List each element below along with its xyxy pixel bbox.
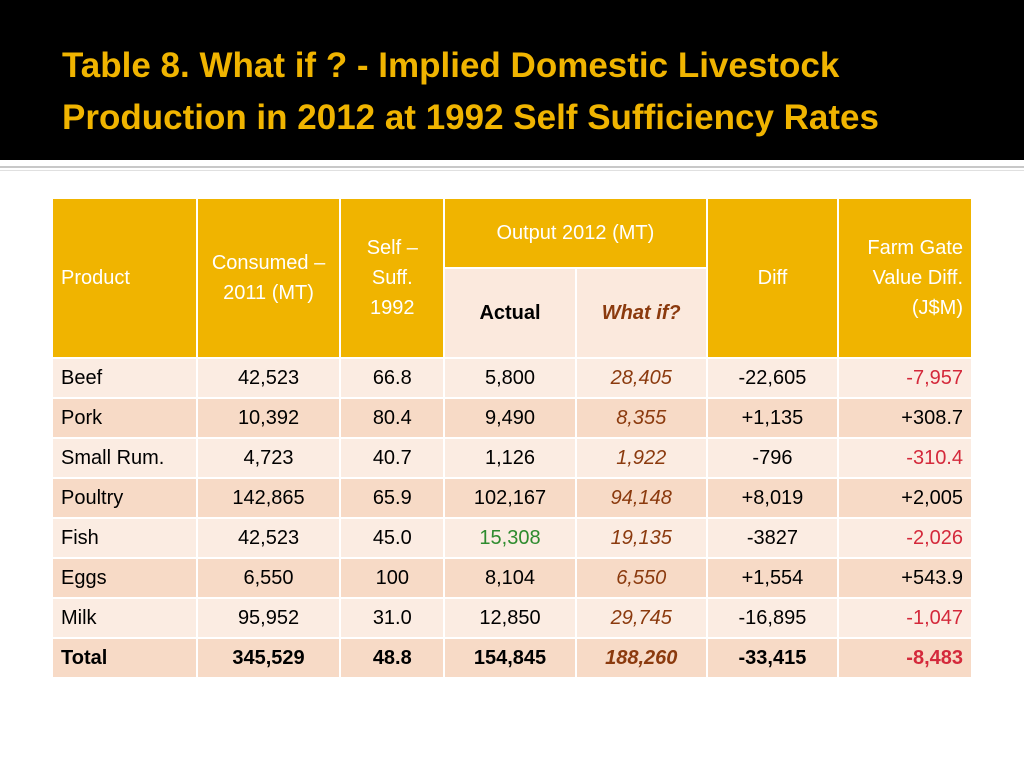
cell-consumed: 345,529 xyxy=(195,637,342,679)
livestock-table: Product Consumed – 2011 (MT) Self – Suff… xyxy=(51,197,973,679)
cell-self-suff: 45.0 xyxy=(339,517,446,559)
cell-diff: -3827 xyxy=(705,517,840,559)
cell-diff: -22,605 xyxy=(705,357,840,399)
cell-farm-gate: +308.7 xyxy=(837,397,973,439)
cell-product: Poultry xyxy=(51,477,198,519)
cell-product: Pork xyxy=(51,397,198,439)
title-bar: Table 8. What if ? - Implied Domestic Li… xyxy=(0,0,1024,160)
cell-diff: -33,415 xyxy=(705,637,840,679)
cell-whatif: 6,550 xyxy=(574,557,708,599)
cell-product: Milk xyxy=(51,597,198,639)
cell-whatif: 188,260 xyxy=(574,637,708,679)
header-consumed: Consumed – 2011 (MT) xyxy=(195,197,342,359)
header-actual: Actual xyxy=(443,267,577,359)
cell-farm-gate: -310.4 xyxy=(837,437,973,479)
cell-product: Small Rum. xyxy=(51,437,198,479)
cell-farm-gate: +2,005 xyxy=(837,477,973,519)
cell-diff: -796 xyxy=(705,437,840,479)
table-row: Poultry 142,865 65.9 102,167 94,148 +8,0… xyxy=(51,477,973,519)
cell-actual: 5,800 xyxy=(443,357,577,399)
cell-self-suff: 48.8 xyxy=(339,637,446,679)
header-farm-gate: Farm Gate Value Diff. (J$M) xyxy=(837,197,973,359)
cell-self-suff: 65.9 xyxy=(339,477,446,519)
cell-farm-gate: +543.9 xyxy=(837,557,973,599)
cell-self-suff: 100 xyxy=(339,557,446,599)
table-row: Fish 42,523 45.0 15,308 19,135 -3827 -2,… xyxy=(51,517,973,559)
table-row: Eggs 6,550 100 8,104 6,550 +1,554 +543.9 xyxy=(51,557,973,599)
cell-actual: 102,167 xyxy=(443,477,577,519)
cell-farm-gate: -8,483 xyxy=(837,637,973,679)
table-row: Pork 10,392 80.4 9,490 8,355 +1,135 +308… xyxy=(51,397,973,439)
cell-whatif: 94,148 xyxy=(574,477,708,519)
cell-consumed: 4,723 xyxy=(195,437,342,479)
cell-consumed: 142,865 xyxy=(195,477,342,519)
cell-consumed: 42,523 xyxy=(195,517,342,559)
cell-actual: 1,126 xyxy=(443,437,577,479)
table-row: Beef 42,523 66.8 5,800 28,405 -22,605 -7… xyxy=(51,357,973,399)
cell-farm-gate: -2,026 xyxy=(837,517,973,559)
cell-consumed: 10,392 xyxy=(195,397,342,439)
table-row: Small Rum. 4,723 40.7 1,126 1,922 -796 -… xyxy=(51,437,973,479)
header-self-suff: Self – Suff. 1992 xyxy=(339,197,446,359)
cell-self-suff: 40.7 xyxy=(339,437,446,479)
cell-farm-gate: -7,957 xyxy=(837,357,973,399)
cell-self-suff: 31.0 xyxy=(339,597,446,639)
cell-whatif: 28,405 xyxy=(574,357,708,399)
table-row-total: Total 345,529 48.8 154,845 188,260 -33,4… xyxy=(51,637,973,679)
cell-farm-gate: -1,047 xyxy=(837,597,973,639)
cell-whatif: 29,745 xyxy=(574,597,708,639)
cell-product: Beef xyxy=(51,357,198,399)
cell-consumed: 6,550 xyxy=(195,557,342,599)
cell-actual: 8,104 xyxy=(443,557,577,599)
cell-actual: 154,845 xyxy=(443,637,577,679)
cell-diff: +1,554 xyxy=(705,557,840,599)
cell-actual: 9,490 xyxy=(443,397,577,439)
cell-self-suff: 80.4 xyxy=(339,397,446,439)
slide-title: Table 8. What if ? - Implied Domestic Li… xyxy=(62,46,879,137)
divider-line-thin xyxy=(0,170,1024,171)
cell-consumed: 95,952 xyxy=(195,597,342,639)
header-diff: Diff xyxy=(705,197,840,359)
cell-product: Fish xyxy=(51,517,198,559)
table-row: Milk 95,952 31.0 12,850 29,745 -16,895 -… xyxy=(51,597,973,639)
cell-whatif: 19,135 xyxy=(574,517,708,559)
cell-whatif: 8,355 xyxy=(574,397,708,439)
header-whatif: What if? xyxy=(574,267,708,359)
cell-self-suff: 66.8 xyxy=(339,357,446,399)
cell-product: Eggs xyxy=(51,557,198,599)
header-output: Output 2012 (MT) xyxy=(443,197,708,269)
cell-actual: 15,308 xyxy=(443,517,577,559)
header-product: Product xyxy=(51,197,198,359)
cell-actual: 12,850 xyxy=(443,597,577,639)
cell-consumed: 42,523 xyxy=(195,357,342,399)
cell-diff: +8,019 xyxy=(705,477,840,519)
cell-diff: +1,135 xyxy=(705,397,840,439)
cell-diff: -16,895 xyxy=(705,597,840,639)
divider-line xyxy=(0,166,1024,168)
cell-whatif: 1,922 xyxy=(574,437,708,479)
cell-product: Total xyxy=(51,637,198,679)
